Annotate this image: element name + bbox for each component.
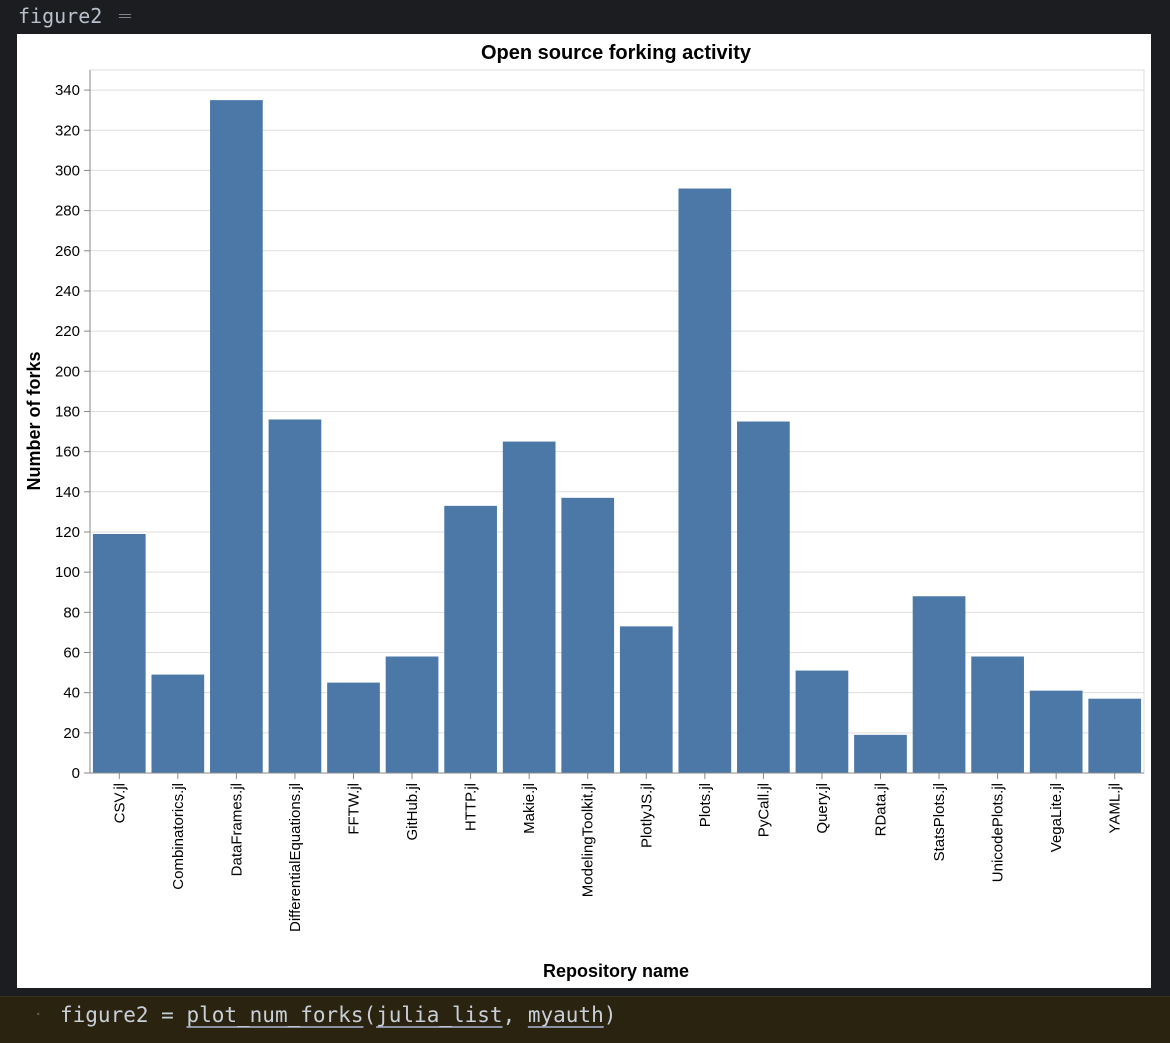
x-tick-label: ModelingToolkit.jl bbox=[580, 783, 597, 897]
bar bbox=[92, 533, 146, 773]
bar bbox=[385, 656, 439, 773]
code-paren-close: ) bbox=[603, 1003, 617, 1027]
y-tick-label: 80 bbox=[63, 604, 80, 621]
bar bbox=[1029, 690, 1083, 773]
x-tick-label: StatsPlots.jl bbox=[931, 783, 948, 861]
x-tick-label: Plots.jl bbox=[697, 783, 714, 827]
y-tick-label: 60 bbox=[63, 644, 80, 661]
bar bbox=[502, 441, 556, 773]
menu-icon[interactable] bbox=[119, 14, 131, 22]
x-tick-label: RData.jl bbox=[873, 783, 890, 836]
y-tick-label: 0 bbox=[72, 765, 80, 782]
x-axis-title: Repository name bbox=[543, 961, 689, 981]
cell-output-header: figure2 bbox=[0, 0, 1170, 34]
bar bbox=[678, 188, 732, 773]
bar-chart: 0 20 40 60 80 100 120 140 160 180 200 220 240 260 280 3… bbox=[24, 42, 1145, 981]
y-tick-label: 300 bbox=[55, 162, 80, 179]
x-tick-label: UnicodePlots.jl bbox=[990, 783, 1007, 882]
code-function-link[interactable]: plot_num_forks bbox=[186, 1003, 364, 1027]
output-variable-name: figure2 bbox=[18, 4, 103, 28]
x-tick-label: VegaLite.jl bbox=[1048, 783, 1065, 852]
x-tick-label: PyCall.jl bbox=[755, 783, 772, 837]
axes: 0 20 40 60 80 100 120 140 160 180 200 220 240 260 280 3… bbox=[55, 70, 1144, 932]
y-tick-label: 160 bbox=[55, 444, 80, 461]
code-separator: , bbox=[502, 1003, 528, 1027]
code-paren-open: ( bbox=[363, 1003, 377, 1027]
bar bbox=[912, 596, 966, 773]
grid-lines bbox=[89, 69, 1145, 774]
bar bbox=[327, 682, 380, 773]
y-tick-label: 280 bbox=[55, 203, 80, 220]
code-argument-link[interactable]: myauth bbox=[527, 1003, 604, 1027]
y-tick-label: 20 bbox=[63, 725, 80, 742]
y-tick-label: 220 bbox=[55, 323, 80, 340]
code-operator: = bbox=[148, 1003, 187, 1027]
y-tick-label: 40 bbox=[63, 685, 80, 702]
plot-panel: 0 20 40 60 80 100 120 140 160 180 200 220 240 260 280 3… bbox=[17, 34, 1151, 988]
bar bbox=[151, 674, 205, 773]
bar bbox=[444, 505, 497, 773]
y-tick-label: 240 bbox=[55, 283, 80, 300]
bar bbox=[561, 497, 615, 773]
y-axis-title: Number of forks bbox=[24, 351, 44, 490]
y-tick-label: 200 bbox=[55, 363, 80, 380]
code-argument-link[interactable]: julia_list bbox=[376, 1003, 503, 1027]
bar bbox=[268, 419, 322, 773]
fold-icon[interactable]: ˄ bbox=[36, 1013, 41, 1023]
x-tick-label: DataFrames.jl bbox=[228, 783, 245, 876]
code-line[interactable]: figure2 = plot_num_forks(julia_list, mya… bbox=[60, 1003, 616, 1027]
y-tick-label: 180 bbox=[55, 403, 80, 420]
bar bbox=[1088, 698, 1142, 773]
y-tick-label: 320 bbox=[55, 122, 80, 139]
code-cell[interactable]: ˄ figure2 = plot_num_forks(julia_list, m… bbox=[0, 996, 1170, 1043]
bar bbox=[619, 626, 673, 773]
x-tick-label: PlotlyJS.jl bbox=[638, 783, 655, 848]
bar bbox=[737, 421, 790, 773]
x-tick-label: HTTP.jl bbox=[463, 783, 480, 831]
y-tick-label: 340 bbox=[55, 82, 80, 99]
code-variable: figure2 bbox=[60, 1003, 149, 1027]
bar bbox=[971, 656, 1024, 773]
x-tick-label: FFTW.jl bbox=[346, 783, 363, 835]
x-tick-label: CSV.jl bbox=[111, 783, 128, 823]
x-tick-label: GitHub.jl bbox=[404, 783, 421, 841]
y-tick-label: 100 bbox=[55, 564, 80, 581]
x-tick-label: YAML.jl bbox=[1107, 783, 1124, 834]
bar bbox=[210, 100, 263, 774]
y-tick-label: 260 bbox=[55, 243, 80, 260]
bar bbox=[795, 670, 849, 773]
x-tick-label: Query.jl bbox=[814, 783, 831, 834]
chart-title: Open source forking activity bbox=[481, 42, 752, 64]
x-tick-label: Combinatorics.jl bbox=[170, 783, 187, 890]
y-tick-label: 140 bbox=[55, 484, 80, 501]
bars bbox=[92, 100, 1142, 774]
x-tick-label: Makie.jl bbox=[521, 783, 538, 834]
x-tick-label: DifferentialEquations.jl bbox=[287, 783, 304, 932]
bar bbox=[854, 734, 907, 773]
y-tick-label: 120 bbox=[55, 524, 80, 541]
